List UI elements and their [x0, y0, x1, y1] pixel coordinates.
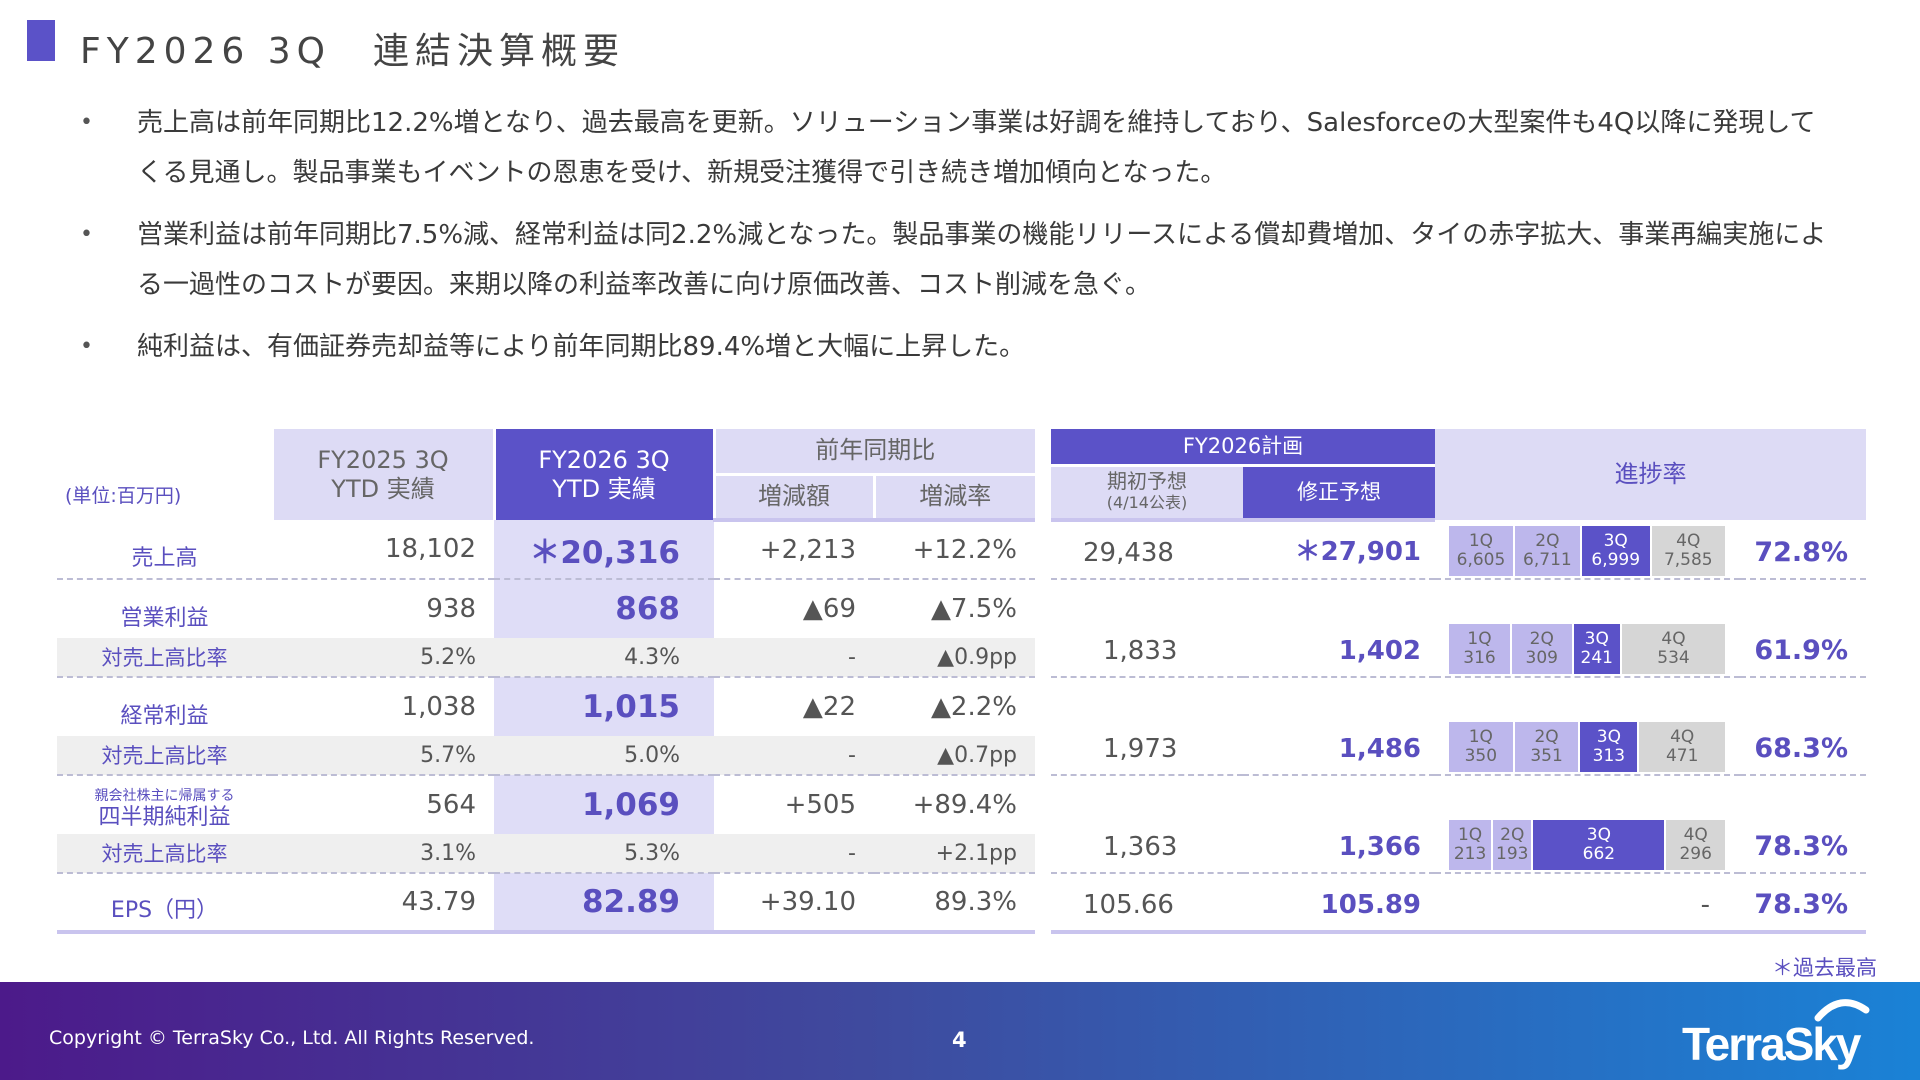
quarter-value: 350 [1464, 746, 1498, 766]
plan-row-ordinary-income: 1,973 1,486 1Q 350 2Q 351 3Q 313 4Q 471 68.3% [1051, 677, 1867, 776]
footer: Copyright © TerraSky Co., Ltd. All Right… [0, 982, 1920, 1080]
bullet-sales: 売上高は前年同期比12.2%増となり、過去最高を更新。ソリューション事業は好調を… [80, 98, 1840, 198]
title-accent-bar [27, 20, 55, 61]
quarter-label: 3Q [1603, 531, 1628, 551]
quarter-value: 6,711 [1523, 550, 1572, 570]
quarter-label: 4Q [1676, 531, 1701, 551]
quarter-label: 4Q [1670, 727, 1695, 747]
quarter-value: 662 [1582, 844, 1616, 864]
quarter-value: 313 [1592, 746, 1626, 766]
table-row-operating-margin: 対売上高比率 5.2% 4.3% - ▲0.9pp [57, 638, 1035, 678]
plan-row-sales: 29,438 ＊27,901 1Q 6,605 2Q 6,711 3Q 6,999 4Q 7,… [1051, 520, 1867, 580]
quarter-bar-4q: 4Q 296 [1666, 820, 1725, 870]
bullet-profit: 営業利益は前年同期比7.5%減、経常利益は同2.2%減となった。製品事業の機能リ… [80, 210, 1840, 310]
quarter-value: 316 [1463, 648, 1496, 668]
quarter-value: 534 [1657, 648, 1690, 668]
table-row-ordinary-margin: 対売上高比率 5.7% 5.0% - ▲0.7pp [57, 736, 1035, 776]
record-high-note: ＊過去最高 [1772, 956, 1877, 980]
quarter-label: 1Q [1468, 727, 1493, 747]
header-revised: 修正予想 [1243, 465, 1436, 522]
table-row-operating-income: 営業利益 938 868 ▲69 ▲7.5% [57, 579, 1035, 638]
quarter-label: 3Q [1596, 727, 1621, 747]
copyright: Copyright © TerraSky Co., Ltd. All Right… [49, 1027, 535, 1049]
quarter-value: 351 [1530, 746, 1563, 766]
quarter-bars: 1Q 6,605 2Q 6,711 3Q 6,999 4Q 7,585 [1449, 526, 1725, 576]
quarter-value: 296 [1679, 844, 1712, 864]
quarter-value: 6,999 [1591, 550, 1641, 570]
quarter-bar-1q: 1Q 6,605 [1449, 526, 1513, 576]
quarter-value: 213 [1453, 844, 1487, 864]
page-title: FY2026 3Q 連結決算概要 [80, 31, 625, 72]
quarter-bar-4q: 4Q 7,585 [1651, 526, 1725, 576]
quarter-value: 241 [1580, 648, 1613, 668]
bullet-net-income: 純利益は、有価証券売却益等により前年同期比89.4%増と大幅に上昇した。 [80, 322, 1840, 372]
results-table: (単位:百万円) FY2025 3Q YTD 実績 FY2026 3Q YTD 実績… [57, 429, 1035, 934]
quarter-label: 3Q [1584, 629, 1609, 649]
quarter-value: 7,585 [1663, 550, 1713, 570]
header-initial: 期初予想 (4/14公表) [1051, 465, 1243, 522]
quarter-value: 193 [1496, 844, 1529, 864]
terrasky-logo: TerraSky [1682, 999, 1870, 1070]
quarter-label: 4Q [1661, 629, 1686, 649]
table-row-sales: 売上高 18,102 ＊20,316 +2,213 +12.2% [57, 520, 1035, 580]
quarter-label: 1Q [1468, 531, 1494, 551]
header-fy2026: FY2026 3Q YTD 実績 [492, 429, 714, 520]
quarter-bars: 1Q 350 2Q 351 3Q 313 4Q 471 [1449, 722, 1725, 772]
quarter-value: 309 [1525, 648, 1558, 668]
progress-rate: 78.3% [1740, 873, 1867, 934]
table-row-net-margin: 対売上高比率 3.1% 5.3% - +2.1pp [57, 834, 1035, 874]
quarter-value: 471 [1665, 746, 1699, 766]
progress-rate: 78.3% [1740, 775, 1867, 874]
quarter-bar-1q: 1Q 213 [1449, 820, 1492, 870]
quarter-bar-3q: 3Q 662 [1533, 820, 1665, 870]
quarter-bar-2q: 2Q 193 [1493, 820, 1532, 870]
quarter-label: 3Q [1586, 825, 1611, 845]
quarter-bar-2q: 2Q 351 [1514, 722, 1579, 772]
plan-row-net-income: 1,363 1,366 1Q 213 2Q 193 3Q 662 4Q 296 78.3% [1051, 775, 1867, 874]
header-yoy: 前年同期比 [712, 429, 1035, 476]
table-row-eps: EPS（円） 43.79 82.89 +39.10 89.3% [57, 873, 1035, 934]
summary-bullets: 売上高は前年同期比12.2%増となり、過去最高を更新。ソリューション事業は好調を… [80, 98, 1840, 384]
quarter-bar-3q: 3Q 6,999 [1581, 526, 1650, 576]
header-plan: FY2026計画 [1051, 429, 1436, 467]
table-row-ordinary-income: 経常利益 1,038 1,015 ▲22 ▲2.2% [57, 677, 1035, 736]
quarter-label: 2Q [1500, 825, 1525, 845]
quarter-bar-4q: 4Q 534 [1622, 624, 1725, 674]
unit-label: (単位:百万円) [65, 485, 182, 507]
quarter-bars: 1Q 316 2Q 309 3Q 241 4Q 534 [1449, 624, 1725, 674]
quarter-label: 2Q [1535, 531, 1560, 551]
quarter-label: 2Q [1534, 727, 1559, 747]
quarter-bar-2q: 2Q 309 [1511, 624, 1572, 674]
quarter-bar-3q: 3Q 241 [1573, 624, 1620, 674]
quarter-label: 1Q [1467, 629, 1492, 649]
header-diff: 増減額 [712, 474, 874, 522]
plan-row-eps: 105.66 105.89 - 78.3% [1051, 873, 1867, 934]
quarter-bar-4q: 4Q 471 [1639, 722, 1725, 772]
plan-table: FY2026計画 進捗率 期初予想 (4/14公表) 修正予想 29,438 ＊2… [1051, 429, 1867, 934]
quarter-bar-1q: 1Q 316 [1449, 624, 1510, 674]
quarter-bar-3q: 3Q 313 [1580, 722, 1638, 772]
quarter-label: 1Q [1457, 825, 1483, 845]
quarter-value: 6,605 [1456, 550, 1506, 570]
svg-text:TerraSky: TerraSky [1682, 1018, 1862, 1070]
quarter-label: 2Q [1529, 629, 1554, 649]
quarter-label: 4Q [1683, 825, 1708, 845]
table-row-net-income: 親会社株主に帰属する 四半期純利益 564 1,069 +505 +89.4% [57, 775, 1035, 834]
quarter-bars: 1Q 213 2Q 193 3Q 662 4Q 296 [1449, 820, 1725, 870]
progress-rate: 68.3% [1740, 677, 1867, 776]
header-rate: 増減率 [872, 474, 1035, 522]
progress-rate: 61.9% [1740, 579, 1867, 678]
quarter-bar-2q: 2Q 6,711 [1514, 526, 1580, 576]
progress-rate: 72.8% [1740, 520, 1867, 580]
header-fy2025: FY2025 3Q YTD 実績 [270, 429, 494, 520]
plan-row-operating-income: 1,833 1,402 1Q 316 2Q 309 3Q 241 4Q 534 61.9% [1051, 579, 1867, 678]
quarter-bar-1q: 1Q 350 [1449, 722, 1513, 772]
header-progress: 進捗率 [1435, 429, 1867, 520]
page-number: 4 [952, 1028, 967, 1052]
